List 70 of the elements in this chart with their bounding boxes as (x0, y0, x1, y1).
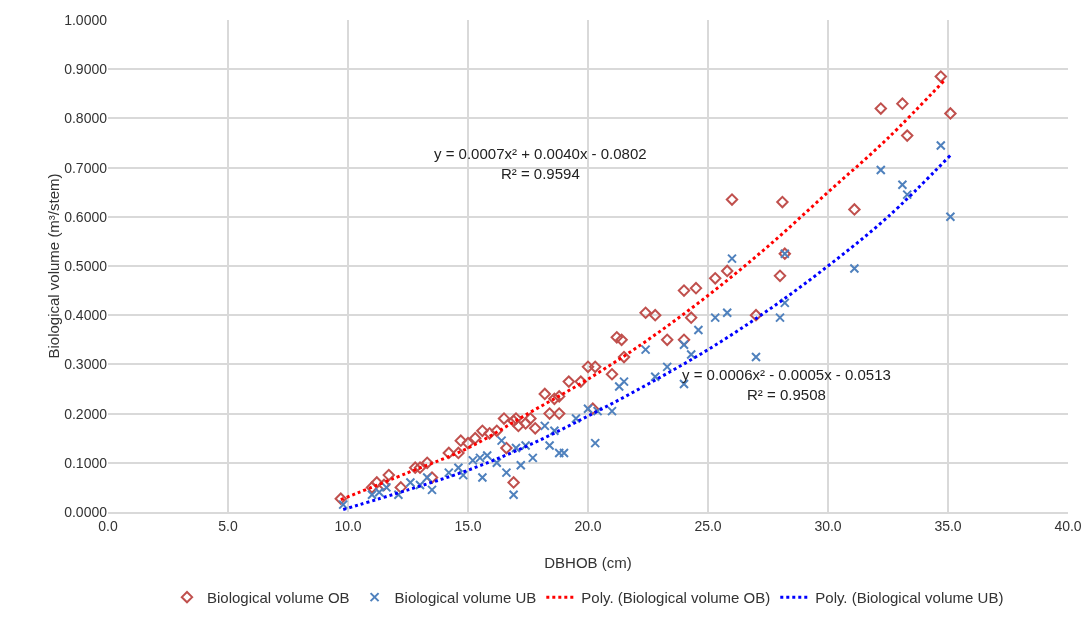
point (393, 489, 404, 500)
point (549, 425, 560, 436)
point (779, 297, 790, 308)
x-tick-label: 40.0 (1054, 517, 1082, 534)
point (443, 467, 454, 478)
legend-label: Poly. (Biological volume UB) (815, 588, 1004, 606)
point (722, 307, 733, 318)
point (458, 470, 469, 481)
point (453, 462, 464, 473)
point (381, 482, 392, 493)
point (619, 376, 629, 387)
y-tick-label: 0.0000 (64, 503, 108, 520)
point (554, 447, 565, 458)
y-tick-label: 0.3000 (64, 356, 108, 373)
y-tick-label: 0.7000 (64, 159, 108, 176)
annotation: y = 0.0006x² - 0.0005x - 0.0513 R² = 0.9508 (682, 366, 891, 403)
y-tick-label: 0.6000 (64, 208, 108, 225)
point (727, 253, 737, 264)
point (590, 438, 601, 449)
point (422, 472, 433, 483)
y-tick-label: 0.5000 (64, 257, 108, 274)
point (427, 484, 437, 495)
point (875, 165, 886, 176)
point (693, 324, 704, 335)
point (751, 352, 761, 363)
point (607, 406, 617, 417)
point (945, 211, 956, 222)
point (897, 179, 908, 190)
point (527, 452, 538, 463)
point (338, 499, 349, 510)
x-tick-label: 35.0 (934, 517, 962, 534)
y-tick-label: 1.0000 (64, 11, 108, 28)
point (544, 440, 555, 451)
point (614, 381, 625, 392)
legend-label: Biological volume OB (207, 588, 350, 606)
point (496, 435, 507, 446)
legend-label: Biological volume UB (394, 588, 537, 606)
point (710, 312, 721, 323)
point (650, 371, 661, 382)
point (539, 420, 550, 431)
point (571, 413, 581, 424)
point (508, 489, 519, 500)
point (640, 344, 651, 355)
y-tick-label: 0.2000 (64, 405, 108, 422)
x-tick-label: 25.0 (694, 517, 722, 534)
point (686, 349, 697, 360)
x-tick-label: 15.0 (454, 517, 482, 534)
x-tick-label: 10.0 (334, 517, 362, 534)
point (902, 189, 913, 200)
x-tick-label: 20.0 (574, 517, 602, 534)
point (477, 472, 488, 483)
point (679, 339, 689, 350)
y-axis-title: Biological volume (m³/stem) (45, 173, 63, 359)
y-tick-label: 0.1000 (64, 454, 108, 471)
legend-label: Poly. (Biological volume OB) (581, 588, 771, 606)
x-tick-label: 0.0 (98, 517, 118, 534)
y-tick-label: 0.4000 (64, 307, 108, 324)
point (662, 361, 673, 372)
point (935, 140, 946, 151)
x-tick-label: 30.0 (814, 517, 842, 534)
x-axis-title: DBHOB (cm) (544, 554, 632, 571)
y-tick-label: 0.8000 (64, 110, 108, 127)
point (515, 460, 526, 471)
point (849, 263, 860, 274)
y-tick-label: 0.9000 (64, 61, 108, 78)
point (775, 312, 785, 323)
point (501, 467, 512, 478)
point (491, 457, 502, 468)
x-tick-label: 5.0 (218, 517, 238, 534)
annotation: y = 0.0007x² + 0.0040x - 0.0802 R² = 0.9594 (434, 145, 647, 182)
